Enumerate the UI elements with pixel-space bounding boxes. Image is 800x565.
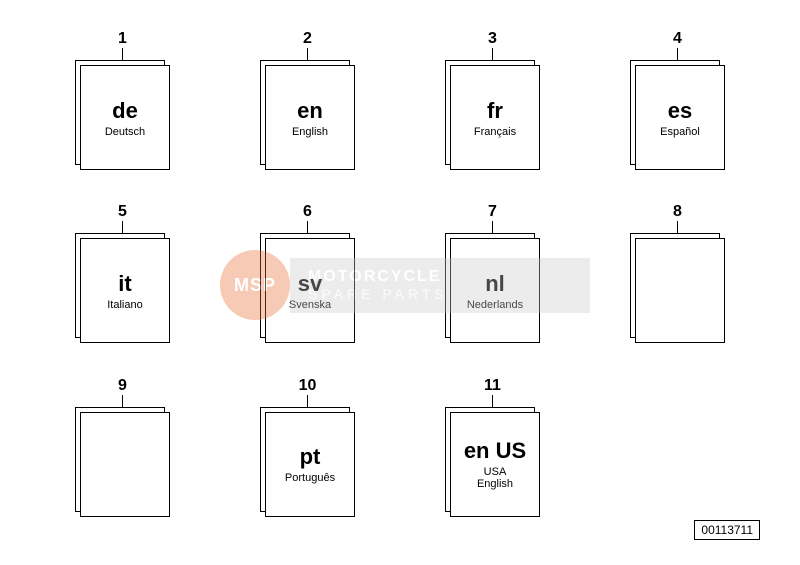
language-grid: 1 de Deutsch 2 en English 3 fr Français 4 es Españo… [50, 30, 750, 530]
part-number: 00113711 [694, 520, 760, 540]
cell-number: 3 [488, 30, 497, 48]
cell-number: 1 [118, 30, 127, 48]
connector-line [677, 48, 678, 60]
cell-number: 2 [303, 30, 312, 48]
book-front [80, 412, 170, 517]
book-front: de Deutsch [80, 65, 170, 170]
book-front [635, 238, 725, 343]
language-name: Deutsch [105, 126, 145, 138]
book-icon: it Italiano [75, 233, 170, 343]
cell-number: 7 [488, 203, 497, 221]
book-icon: nl Nederlands [445, 233, 540, 343]
book-icon: en English [260, 60, 355, 170]
cell-number: 10 [299, 377, 317, 395]
language-cell: 6 sv Svenska [235, 203, 380, 356]
cell-number: 11 [484, 377, 501, 395]
book-front: pt Português [265, 412, 355, 517]
cell-number: 6 [303, 203, 312, 221]
connector-line [122, 48, 123, 60]
connector-line [492, 48, 493, 60]
connector-line [677, 221, 678, 233]
language-code: de [112, 98, 138, 124]
language-code: pt [300, 444, 321, 470]
book-front: fr Français [450, 65, 540, 170]
language-cell: 5 it Italiano [50, 203, 195, 356]
language-name: Nederlands [467, 299, 523, 311]
language-cell: 9 [50, 377, 195, 530]
language-code: sv [298, 271, 322, 297]
language-code: nl [485, 271, 505, 297]
language-cell: 1 de Deutsch [50, 30, 195, 183]
language-code: fr [487, 98, 503, 124]
connector-line [492, 221, 493, 233]
language-name: USA English [477, 466, 513, 490]
cell-number: 8 [673, 203, 682, 221]
language-name: English [292, 126, 328, 138]
language-cell: 2 en English [235, 30, 380, 183]
book-front: sv Svenska [265, 238, 355, 343]
connector-line [307, 395, 308, 407]
language-name: Français [474, 126, 516, 138]
language-name: Italiano [107, 299, 142, 311]
book-icon [75, 407, 170, 517]
book-front: en English [265, 65, 355, 170]
connector-line [492, 395, 493, 407]
book-icon: de Deutsch [75, 60, 170, 170]
cell-number: 4 [673, 30, 682, 48]
cell-number: 5 [118, 203, 127, 221]
language-code: es [668, 98, 692, 124]
book-icon: pt Português [260, 407, 355, 517]
language-code: it [118, 271, 131, 297]
book-icon [630, 233, 725, 343]
book-icon: es Español [630, 60, 725, 170]
language-name: Svenska [289, 299, 331, 311]
connector-line [122, 221, 123, 233]
connector-line [122, 395, 123, 407]
book-front: en USUSA English [450, 412, 540, 517]
book-front: nl Nederlands [450, 238, 540, 343]
connector-line [307, 48, 308, 60]
language-cell: 11 en USUSA English [420, 377, 565, 530]
book-icon: en USUSA English [445, 407, 540, 517]
book-front: it Italiano [80, 238, 170, 343]
language-code: en US [464, 438, 526, 464]
language-cell: 8 [605, 203, 750, 356]
book-icon: fr Français [445, 60, 540, 170]
language-name: Português [285, 472, 335, 484]
language-cell: 4 es Español [605, 30, 750, 183]
language-cell: 3 fr Français [420, 30, 565, 183]
language-code: en [297, 98, 323, 124]
language-name: Español [660, 126, 700, 138]
book-front: es Español [635, 65, 725, 170]
language-cell: 10 pt Português [235, 377, 380, 530]
book-icon: sv Svenska [260, 233, 355, 343]
language-cell: 7 nl Nederlands [420, 203, 565, 356]
cell-number: 9 [118, 377, 127, 395]
connector-line [307, 221, 308, 233]
